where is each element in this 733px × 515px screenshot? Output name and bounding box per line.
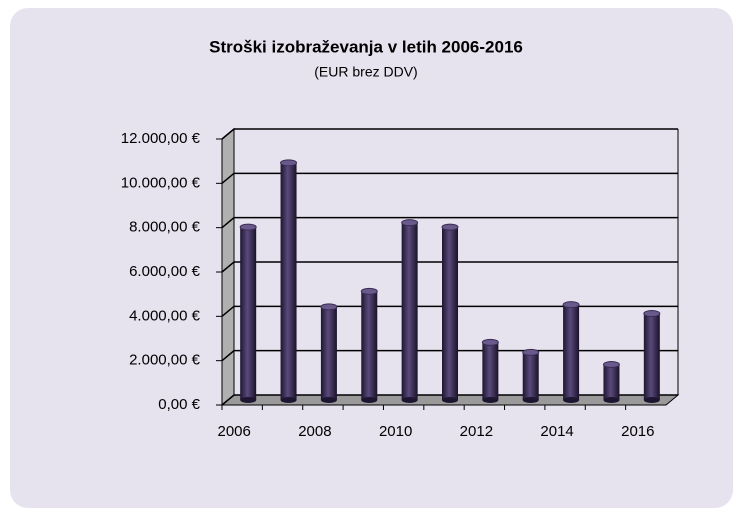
x-tick-label: 2016 xyxy=(621,423,654,440)
bar xyxy=(240,227,257,400)
bar-base xyxy=(603,397,620,403)
bar xyxy=(603,364,620,400)
x-tick-label: 2006 xyxy=(217,423,250,440)
bar-base xyxy=(442,397,458,403)
x-tick-label: 2014 xyxy=(540,423,573,440)
bar xyxy=(320,306,337,400)
bar xyxy=(442,227,458,400)
bar xyxy=(401,222,418,400)
bar-base xyxy=(563,397,580,403)
bar-top xyxy=(481,338,499,346)
bar-base xyxy=(482,397,499,403)
bar xyxy=(361,291,378,400)
y-tick-label: 4.000,00 € xyxy=(129,307,201,324)
y-tick-label: 12.000,00 € xyxy=(121,130,201,147)
y-tick-label: 8.000,00 € xyxy=(129,219,201,236)
bar-base xyxy=(361,397,378,403)
x-tick-label: 2010 xyxy=(379,423,412,440)
bar-base xyxy=(522,397,539,403)
grid-line xyxy=(221,305,678,317)
bar-top xyxy=(280,159,298,167)
y-tick-label: 2.000,00 € xyxy=(129,352,201,369)
bar-base xyxy=(320,397,337,403)
bar-top xyxy=(320,303,338,311)
y-tick-label: 0,00 € xyxy=(158,396,200,413)
bar xyxy=(522,352,539,400)
bar-base xyxy=(643,397,660,403)
bar-top xyxy=(239,223,257,231)
bar xyxy=(563,304,580,400)
bar xyxy=(643,313,660,400)
panel xyxy=(10,8,733,508)
y-tick-label: 10.000,00 € xyxy=(121,174,201,191)
x-tick-label: 2012 xyxy=(460,423,493,440)
chart-title: Stroški izobraževanja v letih 2006-2016 xyxy=(209,37,523,56)
bar xyxy=(482,342,499,400)
bar-base xyxy=(240,397,257,403)
y-tick-label: 6.000,00 € xyxy=(129,263,201,280)
bar-base xyxy=(280,397,297,403)
chart-subtitle: (EUR brez DDV) xyxy=(314,64,417,80)
grid-line xyxy=(221,216,678,229)
grid-line xyxy=(221,128,678,140)
bar-top xyxy=(360,287,378,295)
bar xyxy=(280,162,297,400)
bar-top xyxy=(522,348,540,356)
bar-top xyxy=(643,310,661,318)
x-tick-label: 2008 xyxy=(298,423,331,440)
grid-line xyxy=(221,261,678,273)
bar-top xyxy=(602,361,620,369)
bar-top xyxy=(401,219,419,227)
bar-top xyxy=(441,223,459,231)
bar-base xyxy=(401,397,418,403)
grid-line xyxy=(221,172,678,184)
bar-top xyxy=(562,301,580,309)
